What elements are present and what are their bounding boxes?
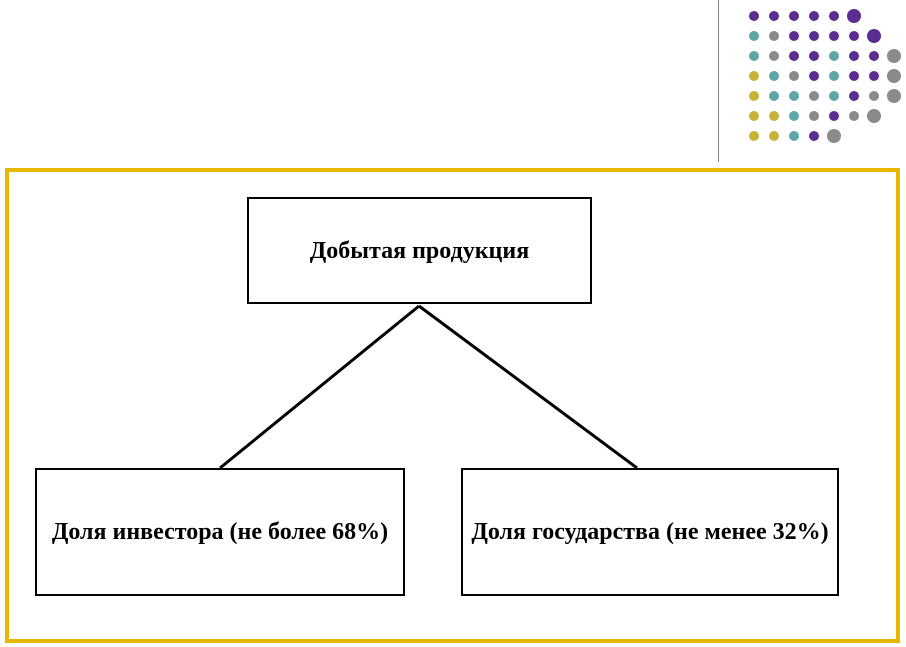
dot-icon xyxy=(849,71,859,81)
dot-icon xyxy=(829,11,839,21)
dot-icon xyxy=(749,31,759,41)
dot-icon xyxy=(809,91,819,101)
dot-icon xyxy=(769,11,779,21)
dot-icon xyxy=(849,31,859,41)
dot-icon xyxy=(789,11,799,21)
dot-icon xyxy=(769,111,779,121)
dot-icon xyxy=(829,51,839,61)
frame-corner-tr xyxy=(888,168,900,180)
dot-icon xyxy=(789,71,799,81)
dot-icon xyxy=(789,111,799,121)
dot-icon xyxy=(809,131,819,141)
dot-icon xyxy=(809,71,819,81)
node-right-label: Доля государства (не менее 32%) xyxy=(471,517,828,547)
dot-icon xyxy=(789,131,799,141)
dot-icon xyxy=(809,11,819,21)
dot-icon xyxy=(829,31,839,41)
dot-icon xyxy=(749,111,759,121)
dot-icon xyxy=(769,31,779,41)
node-left: Доля инвестора (не более 68%) xyxy=(35,468,405,596)
dot-icon xyxy=(829,71,839,81)
dot-icon xyxy=(769,91,779,101)
dot-icon xyxy=(749,131,759,141)
dot-icon xyxy=(849,111,859,121)
dot-icon xyxy=(769,51,779,61)
dot-icon xyxy=(827,129,841,143)
dot-icon xyxy=(867,109,881,123)
dot-icon xyxy=(809,31,819,41)
dot-icon xyxy=(749,71,759,81)
dot-icon xyxy=(789,51,799,61)
dot-icon xyxy=(749,51,759,61)
dot-icon xyxy=(749,91,759,101)
dot-icon xyxy=(887,49,901,63)
dot-icon xyxy=(847,9,861,23)
frame-corner-tl xyxy=(5,168,17,180)
decorative-dot-grid xyxy=(744,6,884,146)
dot-icon xyxy=(749,11,759,21)
node-right: Доля государства (не менее 32%) xyxy=(461,468,839,596)
dot-icon xyxy=(887,69,901,83)
dot-icon xyxy=(829,91,839,101)
dot-icon xyxy=(849,91,859,101)
dot-icon xyxy=(789,31,799,41)
node-root: Добытая продукция xyxy=(247,197,592,304)
dot-icon xyxy=(849,51,859,61)
header-separator-line xyxy=(718,0,719,162)
dot-icon xyxy=(869,51,879,61)
dot-icon xyxy=(869,91,879,101)
dot-icon xyxy=(869,71,879,81)
dot-icon xyxy=(789,91,799,101)
frame-corner-bl xyxy=(5,631,17,643)
dot-icon xyxy=(809,51,819,61)
dot-icon xyxy=(887,89,901,103)
node-left-label: Доля инвестора (не более 68%) xyxy=(52,517,388,547)
dot-icon xyxy=(829,111,839,121)
dot-icon xyxy=(809,111,819,121)
frame-corner-br xyxy=(888,631,900,643)
dot-icon xyxy=(769,131,779,141)
dot-icon xyxy=(769,71,779,81)
node-root-label: Добытая продукция xyxy=(310,236,529,266)
dot-icon xyxy=(867,29,881,43)
